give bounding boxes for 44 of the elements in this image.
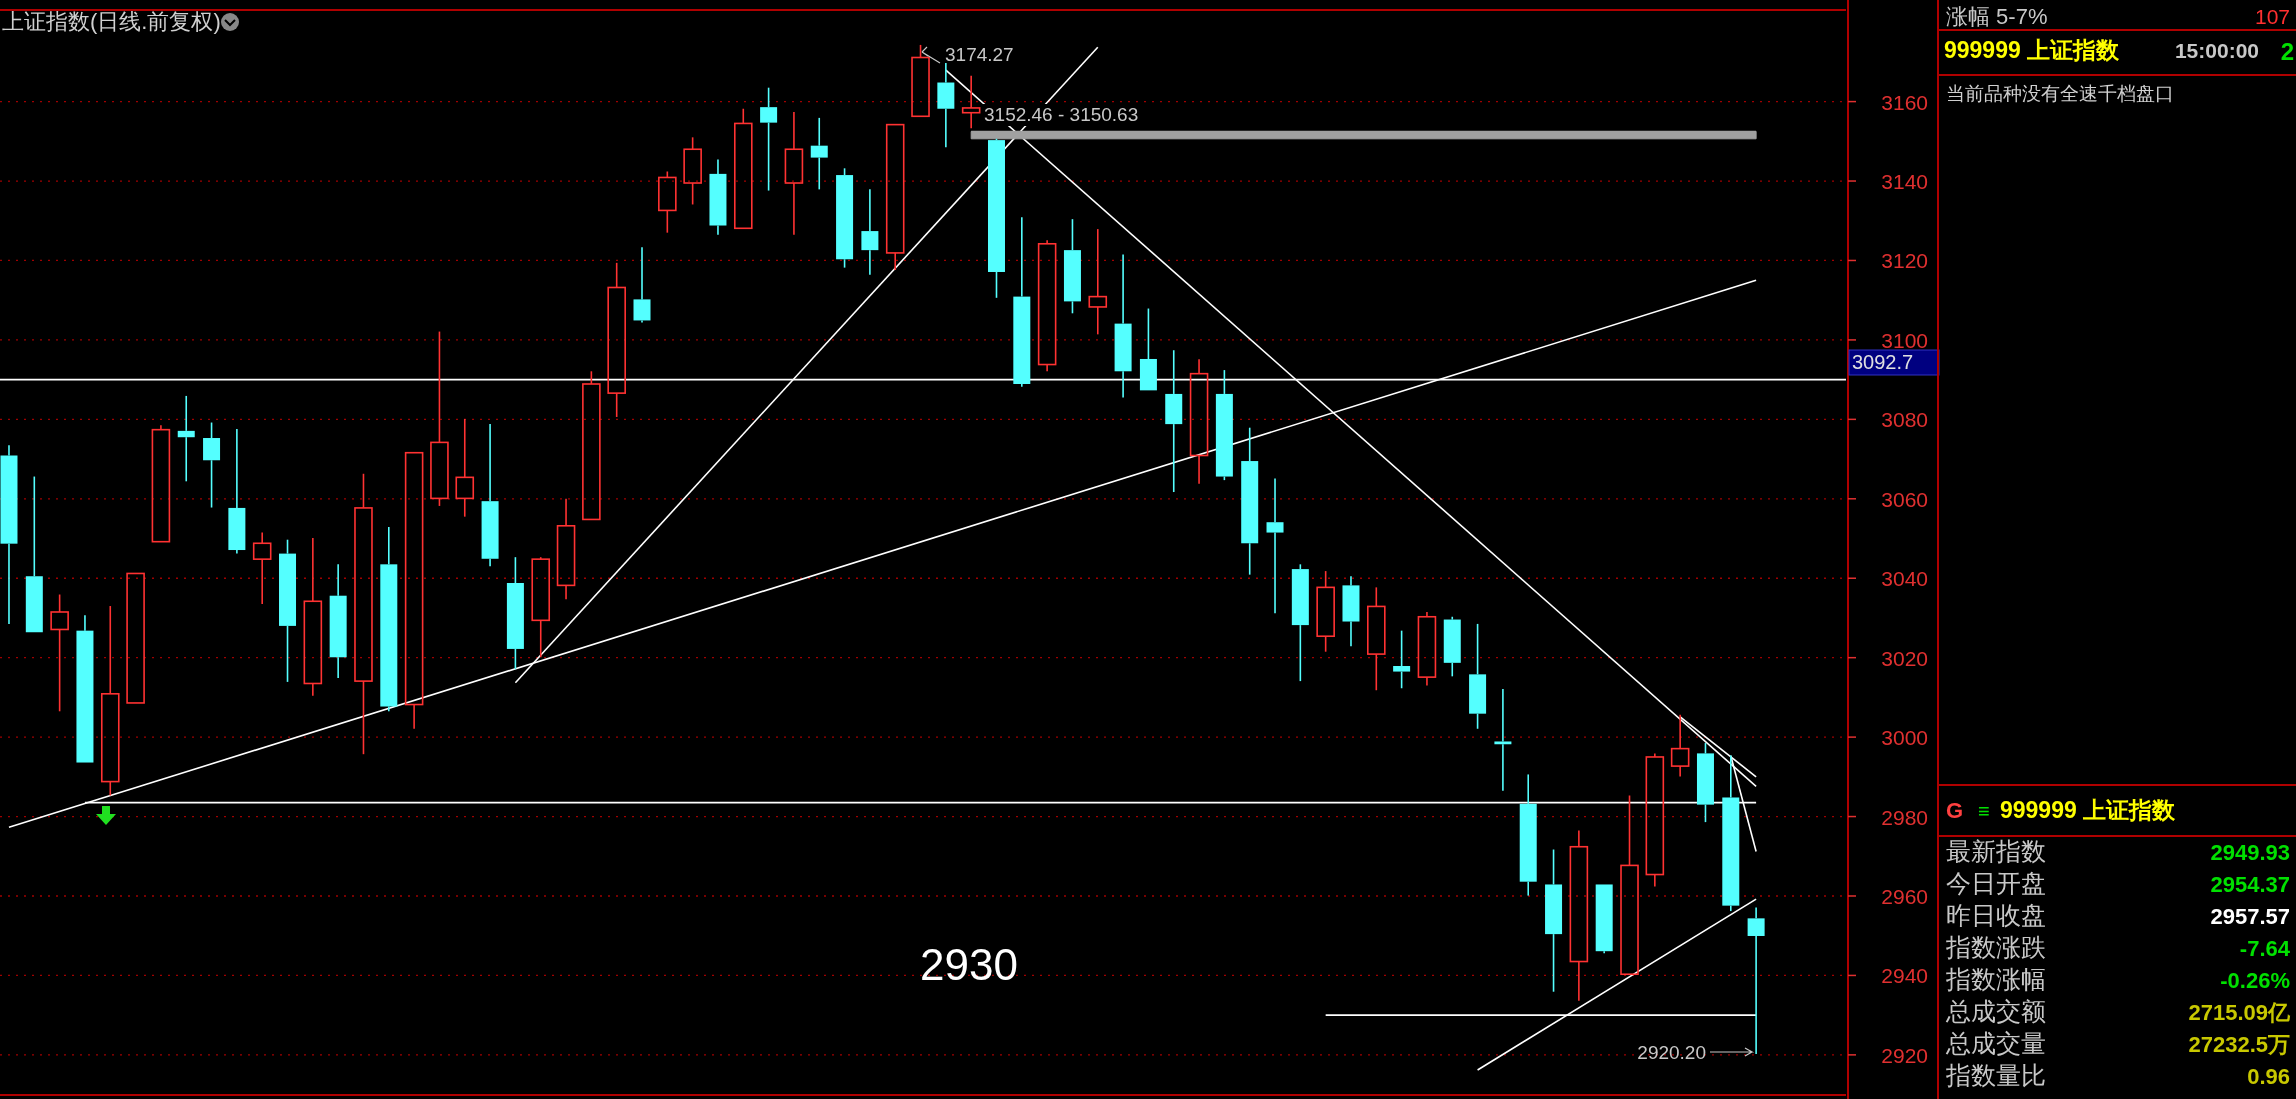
y-tick-label: 3000	[1881, 726, 1928, 750]
text: 2	[2280, 38, 2294, 65]
text: 15:00:00	[2174, 39, 2259, 62]
text: 2715.09亿	[2188, 1000, 2290, 1025]
annotation: 3174.27	[945, 44, 1014, 65]
annotation: 2920.20	[1637, 1042, 1706, 1063]
category-label: 指数涨跌	[1945, 933, 2046, 961]
category-label: 总成交额	[1945, 997, 2046, 1025]
y-tick-label: 3020	[1881, 646, 1928, 670]
category-label: 今日开盘	[1946, 869, 2046, 897]
text: ≡	[1978, 800, 1990, 822]
text: 涨幅 5-7%	[1946, 4, 2048, 29]
annotation: 2930	[920, 940, 1018, 989]
y-tick-label: 3060	[1881, 487, 1928, 511]
text: -0.26%	[2220, 968, 2290, 993]
category-label: 指数涨幅	[1945, 965, 2046, 993]
text: 2954.37	[2210, 872, 2290, 897]
y-tick-label: 3160	[1881, 90, 1928, 114]
y-tick-label: 3040	[1881, 567, 1928, 591]
chart-title: 上证指数(日线.前复权)	[2, 9, 221, 34]
category-label: 总成交量	[1945, 1029, 2046, 1057]
text: 2949.93	[2210, 840, 2290, 865]
text: 999999 上证指数	[1944, 37, 2121, 63]
text: G	[1946, 798, 1964, 823]
y-tick-label: 3080	[1881, 408, 1928, 432]
y-tick-label: 2940	[1881, 964, 1928, 988]
text: 当前品种没有全速千档盘口	[1946, 83, 2174, 104]
y-tick-label: 2920	[1881, 1043, 1928, 1067]
y-tick-label: 2960	[1881, 884, 1928, 908]
category-label: 昨日收盘	[1946, 901, 2046, 929]
text: 107	[2254, 5, 2290, 28]
text: 999999 上证指数	[2000, 797, 2177, 823]
text: -7.64	[2239, 936, 2290, 961]
annotation: 3152.46 - 3150.63	[984, 104, 1139, 125]
y-tick-label: 3140	[1881, 170, 1928, 194]
category-label: 最新指数	[1946, 837, 2046, 865]
y-tick-label: 3100	[1881, 328, 1928, 352]
y-tick-label: 3120	[1881, 249, 1928, 273]
text: 0.96	[2247, 1064, 2290, 1089]
category-label: 指数量比	[1945, 1061, 2046, 1089]
text: 2957.57	[2210, 904, 2290, 929]
text: 27232.5万	[2188, 1032, 2290, 1057]
text: 3092.7	[1852, 351, 1914, 373]
y-tick-label: 2980	[1881, 805, 1928, 829]
